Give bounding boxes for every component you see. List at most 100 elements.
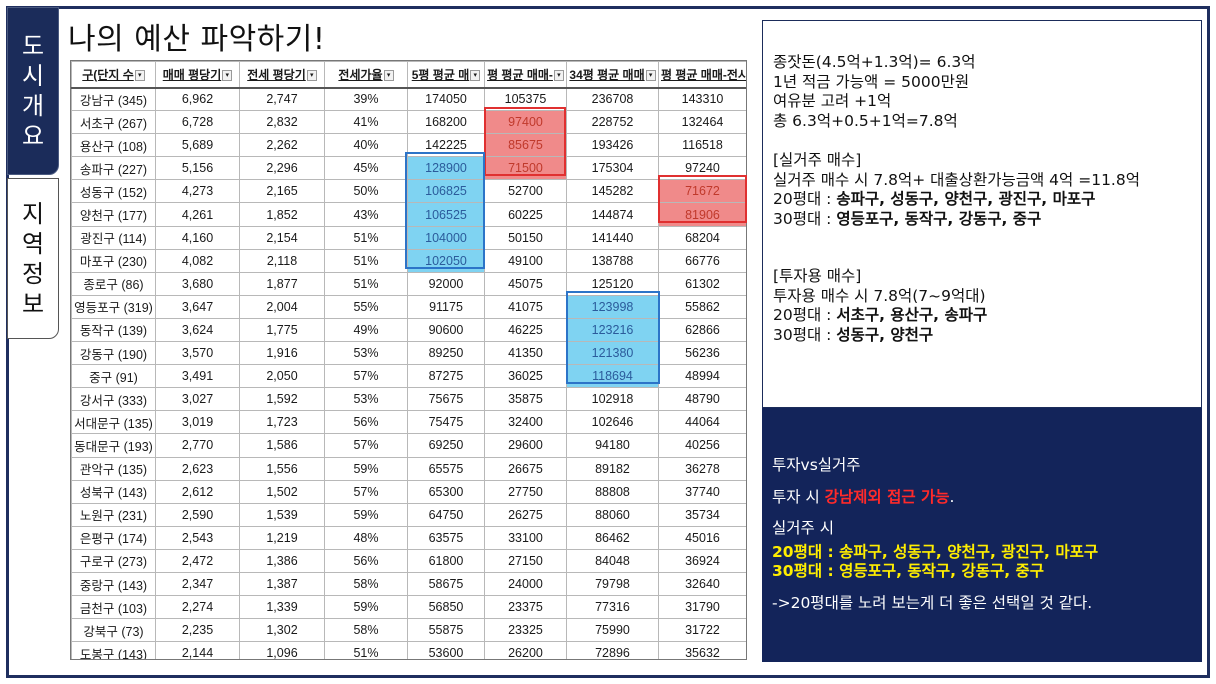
value-cell[interactable]: 2,623 xyxy=(155,456,240,481)
district-cell[interactable]: 구로구 (273) xyxy=(71,548,156,573)
value-cell[interactable]: 41075 xyxy=(484,294,567,319)
district-cell[interactable]: 마포구 (230) xyxy=(71,248,156,273)
value-cell[interactable]: 141440 xyxy=(566,225,659,250)
value-cell[interactable]: 87275 xyxy=(407,364,485,389)
value-cell[interactable]: 106825 xyxy=(407,179,485,204)
value-cell[interactable]: 40256 xyxy=(658,433,746,458)
value-cell[interactable]: 2,274 xyxy=(155,595,240,620)
value-cell[interactable]: 4,261 xyxy=(155,202,240,227)
value-cell[interactable]: 2,235 xyxy=(155,618,240,643)
column-header[interactable]: 평 평균 매매- ▾ xyxy=(484,61,567,89)
district-cell[interactable]: 강동구 (190) xyxy=(71,341,156,366)
value-cell[interactable]: 3,570 xyxy=(155,341,240,366)
column-header[interactable]: 5평 평균 매 ▾ xyxy=(407,61,485,89)
value-cell[interactable]: 92000 xyxy=(407,271,485,296)
value-cell[interactable]: 26200 xyxy=(484,641,567,659)
value-cell[interactable]: 102050 xyxy=(407,248,485,273)
value-cell[interactable]: 31722 xyxy=(658,618,746,643)
value-cell[interactable]: 2,154 xyxy=(239,225,325,250)
value-cell[interactable]: 97400 xyxy=(484,110,567,135)
value-cell[interactable]: 45016 xyxy=(658,525,746,550)
district-cell[interactable]: 용산구 (108) xyxy=(71,133,156,158)
value-cell[interactable]: 6,962 xyxy=(155,86,240,112)
district-cell[interactable]: 도봉구 (143) xyxy=(71,641,156,659)
filter-dropdown-icon[interactable]: ▾ xyxy=(470,70,481,82)
value-cell[interactable]: 71500 xyxy=(484,156,567,181)
value-cell[interactable]: 51% xyxy=(324,248,408,273)
value-cell[interactable]: 53% xyxy=(324,387,408,412)
value-cell[interactable]: 1,852 xyxy=(239,202,325,227)
district-cell[interactable]: 서대문구 (135) xyxy=(71,410,156,435)
filter-dropdown-icon[interactable]: ▾ xyxy=(306,70,317,82)
value-cell[interactable]: 51% xyxy=(324,641,408,659)
district-cell[interactable]: 광진구 (114) xyxy=(71,225,156,250)
value-cell[interactable]: 1,219 xyxy=(239,525,325,550)
district-cell[interactable]: 중랑구 (143) xyxy=(71,571,156,597)
district-cell[interactable]: 양천구 (177) xyxy=(71,202,156,227)
value-cell[interactable]: 97240 xyxy=(658,156,746,181)
value-cell[interactable]: 2,347 xyxy=(155,571,240,597)
column-header[interactable]: 매매 평당기 ▾ xyxy=(155,61,240,89)
district-cell[interactable]: 송파구 (227) xyxy=(71,156,156,181)
value-cell[interactable]: 49100 xyxy=(484,248,567,273)
district-cell[interactable]: 성동구 (152) xyxy=(71,179,156,204)
value-cell[interactable]: 3,624 xyxy=(155,317,240,343)
value-cell[interactable]: 3,647 xyxy=(155,294,240,319)
column-header[interactable]: 전세가율 ▾ xyxy=(324,61,408,89)
filter-dropdown-icon[interactable]: ▾ xyxy=(134,70,145,82)
value-cell[interactable]: 65575 xyxy=(407,456,485,481)
value-cell[interactable]: 63575 xyxy=(407,525,485,550)
value-cell[interactable]: 88808 xyxy=(566,479,659,504)
value-cell[interactable]: 1,386 xyxy=(239,548,325,573)
value-cell[interactable]: 58675 xyxy=(407,571,485,597)
value-cell[interactable]: 2,296 xyxy=(239,156,325,181)
filter-dropdown-icon[interactable]: ▾ xyxy=(383,70,394,82)
value-cell[interactable]: 35632 xyxy=(658,641,746,659)
value-cell[interactable]: 123216 xyxy=(566,317,659,343)
value-cell[interactable]: 2,144 xyxy=(155,641,240,659)
value-cell[interactable]: 32640 xyxy=(658,571,746,597)
value-cell[interactable]: 64750 xyxy=(407,502,485,527)
value-cell[interactable]: 56% xyxy=(324,548,408,573)
district-cell[interactable]: 금천구 (103) xyxy=(71,595,156,620)
value-cell[interactable]: 56% xyxy=(324,410,408,435)
district-cell[interactable]: 동작구 (139) xyxy=(71,317,156,343)
value-cell[interactable]: 58% xyxy=(324,618,408,643)
value-cell[interactable]: 55862 xyxy=(658,294,746,319)
value-cell[interactable]: 193426 xyxy=(566,133,659,158)
value-cell[interactable]: 35734 xyxy=(658,502,746,527)
value-cell[interactable]: 61800 xyxy=(407,548,485,573)
value-cell[interactable]: 2,472 xyxy=(155,548,240,573)
value-cell[interactable]: 85675 xyxy=(484,133,567,158)
value-cell[interactable]: 55875 xyxy=(407,618,485,643)
value-cell[interactable]: 88060 xyxy=(566,502,659,527)
value-cell[interactable]: 102646 xyxy=(566,410,659,435)
district-cell[interactable]: 동대문구 (193) xyxy=(71,433,156,458)
value-cell[interactable]: 57% xyxy=(324,433,408,458)
value-cell[interactable]: 2,612 xyxy=(155,479,240,504)
value-cell[interactable]: 2,004 xyxy=(239,294,325,319)
value-cell[interactable]: 145282 xyxy=(566,179,659,204)
value-cell[interactable]: 3,491 xyxy=(155,364,240,389)
value-cell[interactable]: 27150 xyxy=(484,548,567,573)
value-cell[interactable]: 1,539 xyxy=(239,502,325,527)
filter-dropdown-icon[interactable]: ▾ xyxy=(222,70,233,82)
value-cell[interactable]: 36924 xyxy=(658,548,746,573)
value-cell[interactable]: 2,543 xyxy=(155,525,240,550)
value-cell[interactable]: 143310 xyxy=(658,86,746,112)
value-cell[interactable]: 31790 xyxy=(658,595,746,620)
value-cell[interactable]: 236708 xyxy=(566,86,659,112)
value-cell[interactable]: 50150 xyxy=(484,225,567,250)
value-cell[interactable]: 2,747 xyxy=(239,86,325,112)
value-cell[interactable]: 168200 xyxy=(407,110,485,135)
value-cell[interactable]: 86462 xyxy=(566,525,659,550)
value-cell[interactable]: 59% xyxy=(324,595,408,620)
value-cell[interactable]: 69250 xyxy=(407,433,485,458)
value-cell[interactable]: 174050 xyxy=(407,86,485,112)
value-cell[interactable]: 125120 xyxy=(566,271,659,296)
value-cell[interactable]: 39% xyxy=(324,86,408,112)
value-cell[interactable]: 1,387 xyxy=(239,571,325,597)
column-header[interactable]: 전세 평당기 ▾ xyxy=(239,61,325,89)
value-cell[interactable]: 41% xyxy=(324,110,408,135)
value-cell[interactable]: 105375 xyxy=(484,86,567,112)
